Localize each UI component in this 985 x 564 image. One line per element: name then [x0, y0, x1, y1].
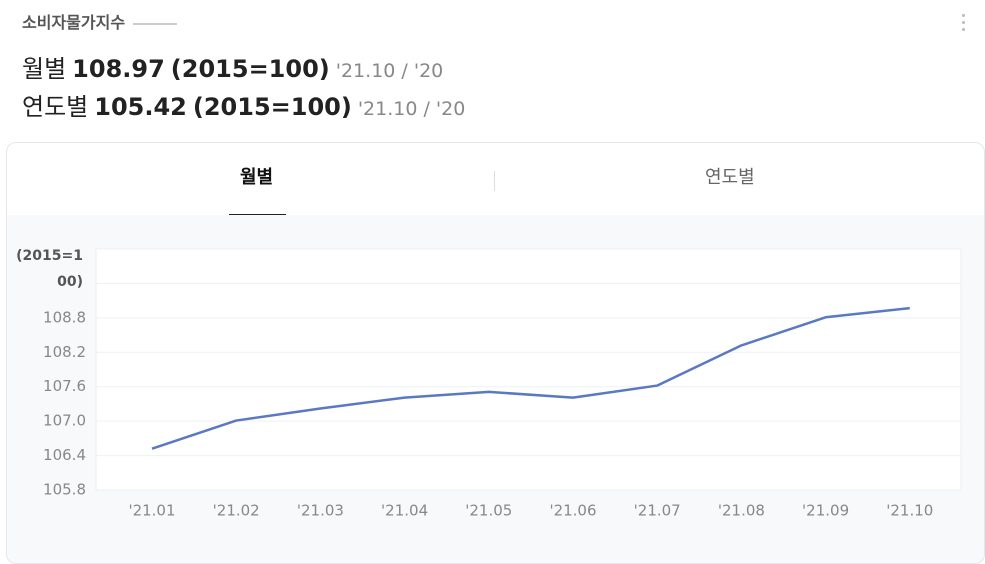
- line: [151, 306, 910, 450]
- y-tick-label: 108.2: [43, 343, 86, 361]
- summary-row: 연도별 105.42 (2015=100) '21.10 / '20: [22, 87, 465, 122]
- y-tick-label: 107.0: [43, 412, 86, 430]
- x-tick-label: '21.05: [465, 502, 512, 520]
- x-tick-label: '21.01: [128, 502, 175, 520]
- row-label: 월별: [22, 55, 67, 83]
- plot-area: [95, 248, 962, 491]
- row-label: 연도별: [22, 93, 89, 121]
- row-value: 105.42: [94, 93, 187, 121]
- tab[interactable]: 연도별: [705, 167, 755, 188]
- row-date: '21.10 / '20: [335, 60, 444, 82]
- y-axis-label: (2015=100): [16, 248, 83, 290]
- title: 소비자물가지수: [22, 9, 178, 33]
- row-date: '21.10 / '20: [357, 98, 466, 120]
- y-tick-label: 108.8: [43, 308, 86, 326]
- x-tick-label: '21.09: [802, 502, 849, 520]
- summary-row: 월별 108.97 (2015=100) '21.10 / '20: [22, 49, 443, 84]
- tab[interactable]: 월별: [240, 167, 274, 188]
- y-tick-label: 106.4: [43, 446, 86, 464]
- row-unit: (2015=100): [170, 55, 330, 83]
- card: 월별 연도별 (2015=100) 105.8 106.4 107.0 107.6 10…: [6, 142, 985, 564]
- x-tick-label: '21.10: [886, 502, 933, 520]
- title-text: 소비자물가지수: [22, 13, 126, 32]
- y-tick-label: 107.6: [43, 377, 86, 395]
- x-tick-label: '21.07: [634, 502, 681, 520]
- title-rule: [133, 22, 178, 25]
- x-tick-label: '21.02: [213, 502, 260, 520]
- row-value: 108.97: [72, 55, 165, 83]
- x-tick-label: '21.03: [297, 502, 344, 520]
- menu[interactable]: [962, 14, 966, 31]
- x-tick-label: '21.06: [549, 502, 596, 520]
- tab-divider: [494, 171, 495, 191]
- chart: 105.8 106.4 107.0 107.6 108.2 108.8 '21.01 '21.…: [43, 248, 962, 520]
- x-tick-label: '21.04: [381, 502, 428, 520]
- y-tick-label: 105.8: [43, 481, 86, 499]
- x-tick-label: '21.08: [718, 502, 765, 520]
- row-unit: (2015=100): [192, 93, 352, 121]
